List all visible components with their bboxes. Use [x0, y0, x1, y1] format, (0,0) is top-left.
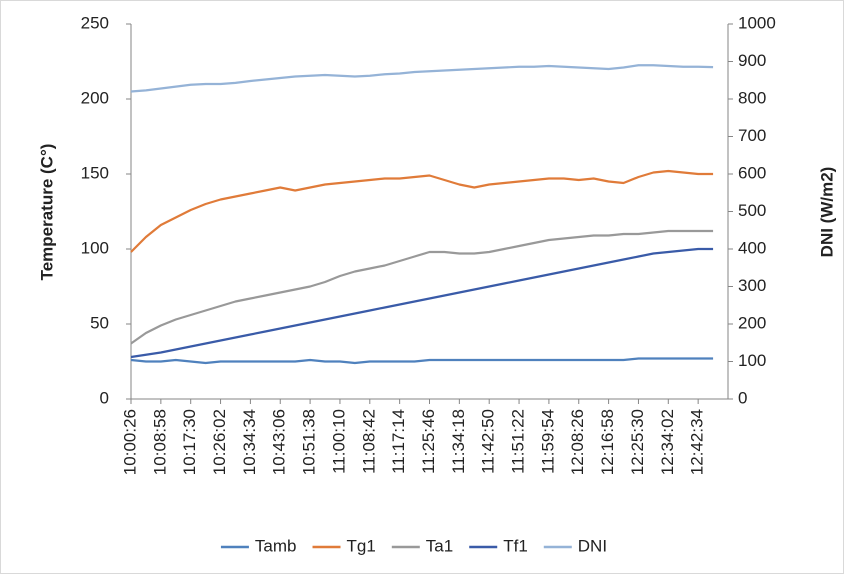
y-tick-label: 100 [81, 238, 109, 257]
y2-tick-label: 600 [738, 163, 766, 182]
x-tick-label: 11:59:54 [538, 409, 557, 474]
x-tick-label: 10:17:30 [180, 409, 199, 475]
y2-tick-label: 700 [738, 126, 766, 145]
x-tick-label: 12:08:26 [568, 409, 587, 475]
x-tick-label: 11:34:18 [449, 409, 468, 474]
series-line [130, 357, 714, 365]
y2-axis-title: DNI (W/m2) [817, 167, 836, 258]
x-tick-label: 10:43:06 [270, 409, 289, 475]
y-tick-label: 0 [100, 388, 109, 407]
legend-label: Ta1 [426, 536, 453, 555]
x-tick-label: 10:00:26 [120, 409, 139, 475]
y2-tick-label: 1000 [738, 13, 776, 32]
x-tick-label: 12:42:34 [688, 409, 707, 475]
y2-tick-label: 800 [738, 88, 766, 107]
legend-label: Tg1 [347, 536, 376, 555]
x-tick-label: 10:26:02 [210, 409, 229, 475]
series-line [130, 247, 714, 359]
y2-tick-label: 400 [738, 238, 766, 257]
x-tick-label: 11:25:46 [419, 409, 438, 474]
x-tick-label: 12:16:58 [598, 409, 617, 475]
y2-tick-label: 0 [738, 388, 747, 407]
y-axis-title: Temperature (C°) [37, 144, 56, 281]
legend-label: Tamb [255, 536, 297, 555]
y2-tick-label: 500 [738, 201, 766, 220]
y-tick-label: 50 [90, 313, 109, 332]
y2-tick-label: 900 [738, 51, 766, 70]
y-tick-label: 250 [81, 13, 109, 32]
y2-tick-label: 100 [738, 351, 766, 370]
series-line [130, 229, 714, 345]
x-tick-label: 10:51:38 [300, 409, 319, 475]
x-tick-label: 11:51:22 [509, 409, 528, 474]
x-tick-label: 11:08:42 [359, 409, 378, 474]
x-tick-label: 10:34:34 [240, 409, 259, 475]
x-tick-label: 11:00:10 [329, 409, 348, 474]
x-tick-label: 10:08:58 [150, 409, 169, 475]
series-line [130, 64, 714, 93]
y2-tick-label: 300 [738, 276, 766, 295]
series-line [130, 169, 714, 253]
x-tick-label: 12:25:30 [628, 409, 647, 475]
x-tick-label: 11:42:50 [479, 409, 498, 474]
y-tick-label: 150 [81, 163, 109, 182]
legend-label: Tf1 [503, 536, 528, 555]
y2-tick-label: 200 [738, 313, 766, 332]
x-tick-label: 11:17:14 [389, 409, 408, 474]
y-tick-label: 200 [81, 88, 109, 107]
legend-label: DNI [578, 536, 607, 555]
x-tick-label: 12:34:02 [658, 409, 677, 475]
